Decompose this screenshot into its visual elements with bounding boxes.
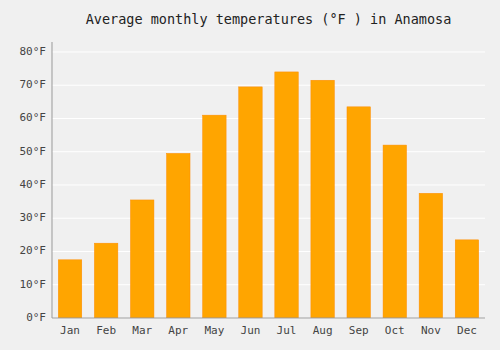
bar bbox=[239, 87, 262, 318]
y-axis-line bbox=[52, 42, 53, 318]
bar bbox=[419, 193, 442, 318]
bar bbox=[130, 200, 153, 318]
y-tick-label: 60°F bbox=[20, 111, 47, 124]
x-tick-label: Jul bbox=[277, 324, 297, 337]
x-tick-label: Feb bbox=[96, 324, 116, 337]
bar bbox=[383, 145, 406, 318]
x-tick-label: Dec bbox=[457, 324, 477, 337]
bar bbox=[347, 107, 370, 318]
bar bbox=[94, 243, 117, 318]
bar bbox=[455, 240, 478, 318]
x-axis-line bbox=[52, 318, 485, 319]
grid-line bbox=[52, 318, 485, 319]
bars bbox=[58, 72, 478, 318]
grid-line bbox=[52, 51, 485, 52]
x-tick-label: May bbox=[204, 324, 224, 337]
grid-line bbox=[52, 118, 485, 119]
y-tick-label: 70°F bbox=[20, 78, 47, 91]
y-tick-label: 20°F bbox=[20, 244, 47, 257]
x-tick-label: Sep bbox=[349, 324, 369, 337]
bar bbox=[58, 260, 81, 318]
x-tick-label: Oct bbox=[385, 324, 405, 337]
y-tick-label: 30°F bbox=[20, 211, 47, 224]
y-tick-label: 40°F bbox=[20, 178, 47, 191]
title: Average monthly temperatures (°F ) in An… bbox=[86, 11, 452, 27]
x-tick-label: Mar bbox=[132, 324, 152, 337]
chart: 0°F 10°F 20°F 30°F 40°F 50°F 60°F 70°F 80°F Jan Fe… bbox=[0, 0, 500, 350]
x-tick-label: Aug bbox=[313, 324, 333, 337]
grid-line bbox=[52, 151, 485, 152]
grid-line bbox=[52, 85, 485, 86]
y-tick-label: 0°F bbox=[26, 311, 46, 324]
y-tick-label: 80°F bbox=[20, 45, 47, 58]
bar bbox=[311, 80, 334, 318]
x-tick-label: Jan bbox=[60, 324, 80, 337]
bar bbox=[275, 72, 298, 318]
bar bbox=[203, 115, 226, 318]
background bbox=[0, 0, 500, 350]
y-tick-label: 10°F bbox=[20, 278, 47, 291]
y-tick-label: 50°F bbox=[20, 145, 47, 158]
y-grid bbox=[52, 52, 485, 318]
x-tick-label: Jun bbox=[241, 324, 261, 337]
bar bbox=[167, 153, 190, 318]
x-tick-label: Apr bbox=[168, 324, 188, 337]
x-tick-label: Nov bbox=[421, 324, 441, 337]
grid-line bbox=[52, 184, 485, 185]
